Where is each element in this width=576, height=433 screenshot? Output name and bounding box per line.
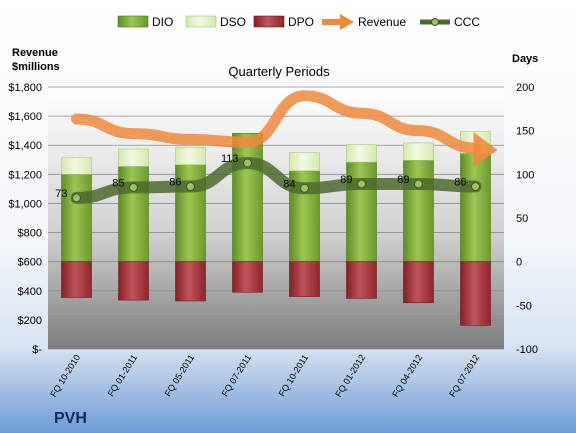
ccc-point [243,158,252,168]
company-name: PVH [54,410,87,427]
legend-label: DIO [152,15,173,29]
ccc-point [300,183,309,193]
left-tick-label: $400 [18,286,42,298]
dso-bar [118,148,149,167]
ccc-point [471,182,480,192]
ccc-data-label: 86 [169,177,181,189]
revenue-arrowhead [473,132,498,167]
ccc-data-label: 73 [55,188,67,200]
dpo-bar [175,261,206,302]
left-tick-label: $- [32,344,42,356]
ccc-data-label: 89 [340,174,352,186]
dso-bar [346,144,377,163]
left-tick-label: $1,600 [8,111,42,123]
legend-arrowhead [340,14,354,30]
dpo-bar [289,261,320,297]
ccc-line: 73 85 86 113 84 89 89 86 [55,153,482,204]
revenue-line-path [71,90,481,154]
dpo-bar [346,261,377,299]
chart-subtitle: Quarterly Periods [228,64,330,79]
dio-bar [232,132,263,262]
legend-label: DPO [288,15,314,29]
dso-bar [175,146,206,166]
dpo-bar [232,261,263,293]
legend-swatch [253,15,285,28]
legend-swatch [117,15,149,28]
ccc-data-label: 85 [112,177,124,189]
ccc-point [357,179,366,189]
bars [61,131,491,326]
dpo-bar [118,261,149,301]
left-tick-label: $1,000 [8,198,42,210]
legend-label: DSO [220,15,246,29]
right-tick-label: 100 [516,169,534,181]
dio-bar [61,174,92,262]
legend: DIO DSO DPO Revenue CCC [117,14,480,30]
dio-bar [403,160,434,262]
left-tick-label: $1,400 [8,140,42,152]
left-axis-label-line2: $millions [12,61,60,73]
dso-bar [61,157,92,175]
ccc-data-label: 86 [454,177,466,189]
dpo-bar [403,261,434,304]
right-tick-label: -50 [516,300,532,312]
ccc-point [186,182,195,192]
dpo-bar [61,261,92,298]
ccc-data-label: 84 [283,178,295,190]
left-tick-label: $200 [18,315,42,327]
left-tick-label: $1,200 [8,169,42,181]
ccc-point [129,182,138,192]
left-tick-label: $600 [18,257,42,269]
left-axis-ticks: $- $200 $400 $600 $800 $1,000 $1,200 $1,400 $1,6… [8,82,42,356]
right-tick-label: 50 [516,213,528,225]
ccc-data-label: 89 [397,174,409,186]
revenue-line [71,90,498,167]
ccc-data-label: 113 [221,153,239,165]
dso-bar [289,152,320,172]
right-tick-label: 200 [516,82,534,94]
dio-bar [460,153,491,262]
dpo-bar [460,261,491,326]
legend-label: Revenue [358,15,406,29]
right-tick-label: 150 [516,126,534,138]
legend-label: CCC [454,15,480,29]
right-axis-label: Days [512,53,538,65]
right-axis-ticks: -100 -50 0 50 100 150 200 [516,82,538,356]
right-tick-label: -100 [516,344,538,356]
ccc-point [414,179,423,189]
left-axis-label-line1: Revenue [12,47,58,59]
right-tick-label: 0 [516,257,522,269]
ccc-point [72,193,81,203]
dso-bar [403,142,434,161]
left-tick-label: $800 [18,228,42,240]
legend-marker [431,18,439,26]
legend-swatch [185,15,217,28]
left-tick-label: $1,800 [8,82,42,94]
